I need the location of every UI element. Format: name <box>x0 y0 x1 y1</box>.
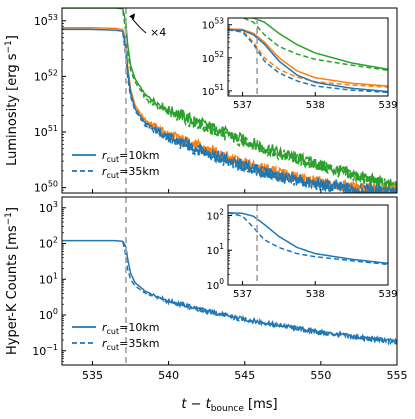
top-series-blue-dashed <box>122 33 397 193</box>
top-inset-series-blue-dashed <box>228 29 388 94</box>
bottom-x-tick-label: 550 <box>310 369 331 382</box>
bottom-inset-x-tick-label: 537 <box>233 289 252 300</box>
bottom-ylabel: Hyper-K Counts [ms−1] <box>4 207 20 355</box>
top-legend-label: rcut=10km <box>102 149 159 164</box>
bottom-x-tick-label: 540 <box>158 369 179 382</box>
bottom-y-tick-label: 101 <box>39 271 58 286</box>
top-inset-y-tick-label: 1053 <box>202 17 225 32</box>
top-y-tick-label: 1052 <box>34 68 58 83</box>
bottom-inset-series-blue-solid <box>228 211 388 265</box>
annotation-arrow <box>131 18 147 34</box>
top-inset-x-tick-label: 539 <box>378 100 397 111</box>
top-inset-y-tick-label: 1052 <box>202 50 225 65</box>
top-legend-label: rcut=35km <box>102 165 159 180</box>
top-inset-x-tick-label: 538 <box>306 100 325 111</box>
bottom-inset-x-tick-label: 539 <box>378 289 397 300</box>
bottom-legend-label: rcut=35km <box>102 337 159 352</box>
top-ylabel: Luminosity [erg s−1] <box>4 35 20 166</box>
bottom-x-tick-label: 545 <box>234 369 255 382</box>
bottom-y-tick-label: 102 <box>39 236 58 251</box>
top-inset-series-blue-solid <box>228 29 388 93</box>
bottom-x-tick-label: 535 <box>82 369 103 382</box>
annotation-arrowhead <box>129 13 135 20</box>
bottom-y-tick-label: 100 <box>39 307 58 322</box>
bottom-inset-series-blue-dashed <box>228 211 388 266</box>
bottom-y-tick-label: 10−1 <box>32 343 58 358</box>
bottom-inset-bg <box>228 205 388 285</box>
bottom-inset-y-tick-label: 101 <box>206 242 224 257</box>
bottom-y-tick-label: 103 <box>39 200 58 215</box>
x-axis-label: t − tbounce [ms] <box>181 397 277 414</box>
top-panel-frame <box>61 7 398 194</box>
top-y-tick-label: 1053 <box>34 13 58 28</box>
annotation-x4: ×4 <box>150 26 166 39</box>
bottom-inset-y-tick-label: 100 <box>206 277 224 292</box>
top-inset-y-tick-label: 1051 <box>202 83 225 98</box>
top-y-tick-label: 1050 <box>34 180 58 195</box>
top-inset-series-orange-solid <box>228 28 388 87</box>
top-inset-series-green-dashed <box>232 18 388 72</box>
bottom-series-blue-dashed <box>122 241 397 347</box>
bottom-legend-label: rcut=10km <box>102 321 159 336</box>
bottom-inset-y-tick-label: 102 <box>206 207 224 222</box>
bottom-inset-x-tick-label: 538 <box>306 289 325 300</box>
bottom-inset-frame <box>227 204 389 286</box>
top-inset-x-tick-label: 537 <box>233 100 252 111</box>
top-inset-frame <box>227 17 389 97</box>
bottom-x-tick-label: 555 <box>387 369 408 382</box>
top-y-tick-label: 1051 <box>34 124 58 139</box>
top-series-green-dashed <box>122 10 397 193</box>
